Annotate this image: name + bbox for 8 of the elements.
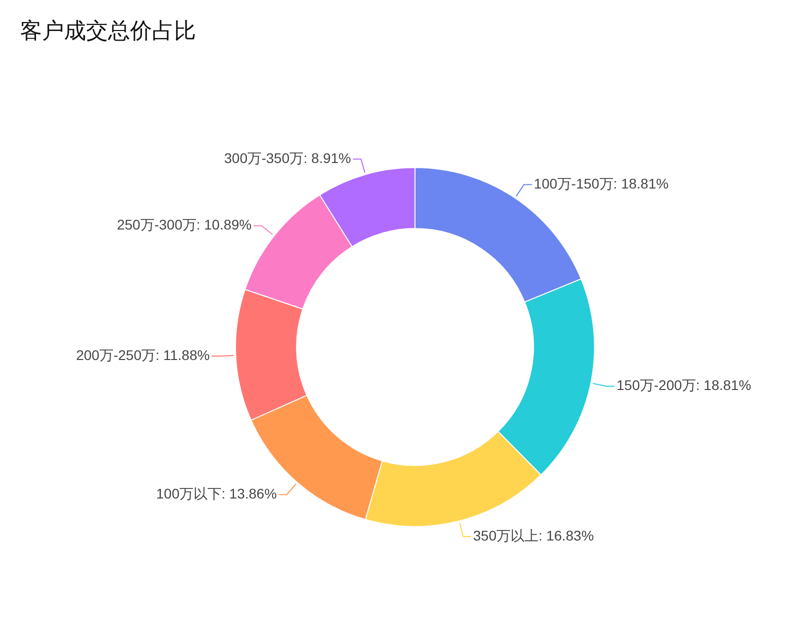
slice-label: 100万以下: 13.86% (156, 485, 277, 502)
chart-title: 客户成交总价占比 (20, 18, 196, 46)
slice-label: 100万-150万: 18.81% (534, 176, 669, 192)
slice-label: 150万-200万: 18.81% (616, 377, 752, 394)
slice-label: 300万-350万: 8.91% (224, 150, 351, 166)
slice-label: 350万以上: 16.83% (473, 527, 594, 544)
slice-label: 250万-300万: 10.89% (116, 216, 252, 233)
slice-label: 200万-250万: 11.88% (76, 346, 210, 363)
